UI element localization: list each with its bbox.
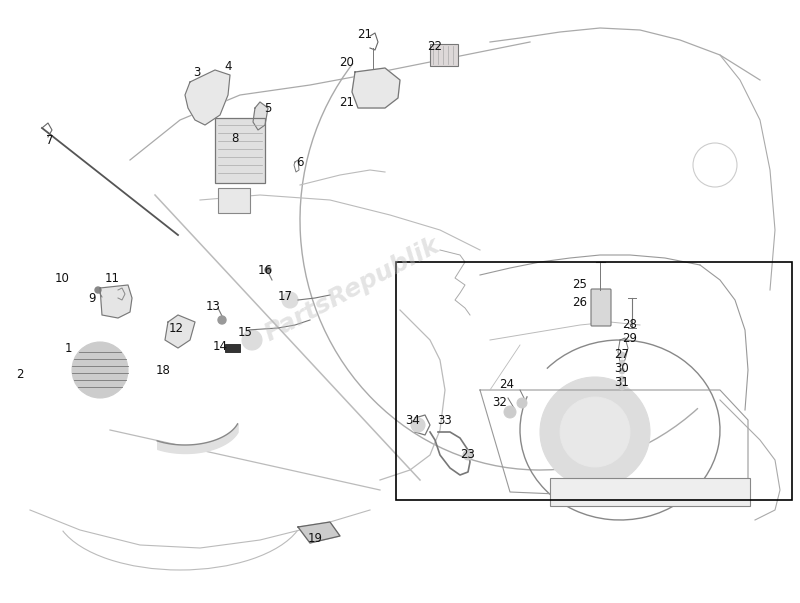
Circle shape xyxy=(242,330,262,350)
Text: 19: 19 xyxy=(307,531,322,545)
Circle shape xyxy=(265,267,271,273)
FancyBboxPatch shape xyxy=(215,118,265,183)
Text: 11: 11 xyxy=(105,271,119,285)
Text: 21: 21 xyxy=(339,95,354,109)
Circle shape xyxy=(72,342,128,398)
Circle shape xyxy=(619,368,625,374)
Text: 3: 3 xyxy=(194,66,201,78)
Text: 33: 33 xyxy=(438,414,452,426)
Text: 24: 24 xyxy=(499,379,514,391)
Circle shape xyxy=(540,377,650,487)
Polygon shape xyxy=(165,315,195,348)
Circle shape xyxy=(463,450,473,460)
Text: 34: 34 xyxy=(406,414,421,426)
Circle shape xyxy=(517,398,527,408)
Circle shape xyxy=(504,406,516,418)
Polygon shape xyxy=(185,70,230,125)
Text: 17: 17 xyxy=(278,289,293,303)
Text: 25: 25 xyxy=(573,279,587,291)
FancyBboxPatch shape xyxy=(550,478,750,506)
FancyBboxPatch shape xyxy=(225,344,240,352)
Polygon shape xyxy=(100,285,132,318)
Text: 12: 12 xyxy=(169,321,183,335)
Circle shape xyxy=(619,384,625,390)
FancyBboxPatch shape xyxy=(430,44,458,66)
FancyBboxPatch shape xyxy=(591,289,611,326)
Text: 28: 28 xyxy=(622,318,638,332)
Text: 15: 15 xyxy=(238,326,253,338)
Circle shape xyxy=(619,376,625,382)
Text: 13: 13 xyxy=(206,300,221,312)
Text: 6: 6 xyxy=(296,157,304,169)
Circle shape xyxy=(560,397,630,467)
Circle shape xyxy=(218,316,226,324)
Text: 2: 2 xyxy=(16,368,24,382)
Text: 31: 31 xyxy=(614,376,630,388)
Text: PartsRepublik: PartsRepublik xyxy=(260,233,444,346)
Text: 26: 26 xyxy=(573,295,587,309)
Circle shape xyxy=(95,287,101,293)
Text: 27: 27 xyxy=(614,347,630,361)
Circle shape xyxy=(282,292,298,308)
FancyBboxPatch shape xyxy=(218,188,250,213)
Polygon shape xyxy=(352,68,400,108)
Circle shape xyxy=(619,360,625,366)
Text: 10: 10 xyxy=(54,271,70,285)
Text: 30: 30 xyxy=(614,362,630,374)
Text: 22: 22 xyxy=(427,40,442,52)
Text: 32: 32 xyxy=(493,396,507,408)
Text: 29: 29 xyxy=(622,332,638,344)
Text: 9: 9 xyxy=(88,291,96,305)
Bar xyxy=(396,262,792,500)
Text: 14: 14 xyxy=(213,339,227,353)
Text: 16: 16 xyxy=(258,264,273,277)
Polygon shape xyxy=(298,522,340,543)
Text: 8: 8 xyxy=(231,131,238,145)
Text: 5: 5 xyxy=(264,101,272,115)
Text: 1: 1 xyxy=(64,341,72,355)
Text: 20: 20 xyxy=(339,55,354,69)
Circle shape xyxy=(411,418,425,432)
Text: 23: 23 xyxy=(461,447,475,461)
Text: 21: 21 xyxy=(358,28,373,40)
Circle shape xyxy=(619,352,625,358)
Text: 4: 4 xyxy=(224,60,232,72)
Text: 18: 18 xyxy=(155,364,170,376)
Polygon shape xyxy=(253,102,268,130)
Text: 7: 7 xyxy=(46,133,54,147)
